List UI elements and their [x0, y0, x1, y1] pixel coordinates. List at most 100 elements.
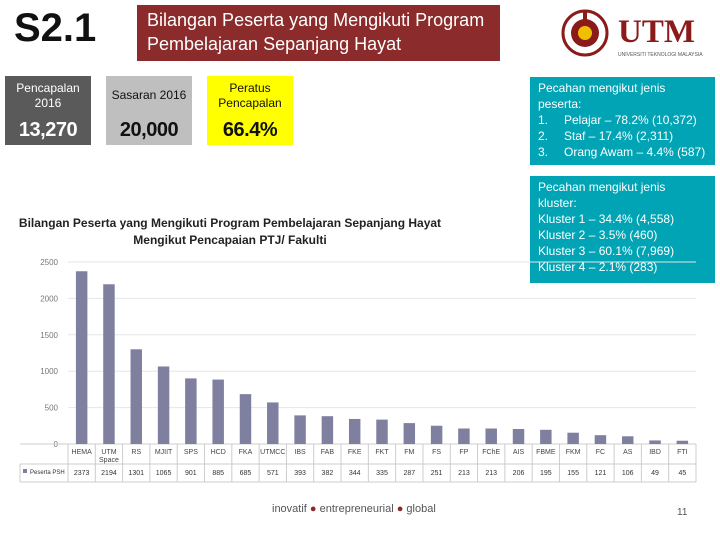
- chart-title-line1: Bilangan Peserta yang Mengikuti Program …: [18, 216, 442, 230]
- data-label: 382: [322, 470, 334, 477]
- data-label: 393: [294, 470, 306, 477]
- bar: [485, 428, 497, 444]
- bar: [239, 394, 252, 444]
- x-tick-label: UTM: [101, 449, 116, 456]
- x-tick-label: FKA: [239, 449, 253, 456]
- chart-title-line2: Mengikut Pencapaian PTJ/ Fakulti: [133, 233, 327, 247]
- logo-text: UTM: [618, 14, 695, 50]
- bar: [567, 432, 579, 444]
- bar: [403, 423, 416, 444]
- data-label: 106: [622, 470, 634, 477]
- kpi-table: Pencapalan 2016 Sasaran 2016 Peratus Pen…: [5, 76, 293, 145]
- data-label: 335: [376, 470, 388, 477]
- legend-swatch: [23, 469, 27, 473]
- achievement-value: 13,270: [5, 115, 91, 145]
- y-tick-label: 2000: [40, 294, 58, 303]
- bar: [540, 429, 552, 444]
- cluster-heading-2: kluster:: [538, 196, 577, 210]
- bullet-icon: ●: [396, 503, 404, 515]
- target-label: Sasaran 2016: [106, 76, 192, 115]
- list-item: Kluster 2 – 3.5% (460): [538, 228, 658, 242]
- bullet-icon: ●: [309, 503, 317, 515]
- data-label: 213: [458, 470, 470, 477]
- tagline-word: entrepreneurial: [319, 503, 394, 515]
- bar: [185, 378, 197, 444]
- data-label: 1301: [128, 470, 144, 477]
- data-label: 45: [678, 470, 686, 477]
- x-tick-label: FKE: [348, 449, 362, 456]
- x-tick-label: RS: [131, 449, 141, 456]
- crest-icon: [561, 9, 609, 57]
- bar: [212, 379, 224, 444]
- x-tick-label: FM: [404, 449, 414, 456]
- participant-breakdown-box: Pecahan mengikut jenis peserta: 1. Pelaja…: [530, 77, 715, 165]
- slide-title-line1: Bilangan Peserta yang Mengikuti Program: [147, 10, 485, 30]
- data-label: 206: [513, 470, 525, 477]
- data-label: 1065: [156, 470, 172, 477]
- x-tick-label: Space: [99, 457, 119, 464]
- data-label: 121: [595, 470, 607, 477]
- tagline-word: global: [406, 503, 436, 515]
- x-tick-label: FS: [432, 449, 441, 456]
- slide-number: S2.1: [14, 6, 97, 50]
- x-tick-label: AS: [623, 449, 633, 456]
- list-item: Kluster 3 – 60.1% (7,969): [538, 244, 675, 258]
- bar: [622, 436, 634, 444]
- data-label: 885: [212, 470, 224, 477]
- x-tick-label: FChE: [482, 449, 500, 456]
- y-tick-label: 1500: [40, 331, 58, 340]
- data-label: 901: [185, 470, 197, 477]
- data-label: 2373: [74, 470, 90, 477]
- x-tick-label: FBME: [536, 449, 556, 456]
- legend-label: Peserta PSH: [30, 470, 65, 476]
- bar-chart: 05001000150020002500Peserta PSHHEMA2373U…: [19, 258, 697, 483]
- target-value: 20,000: [106, 115, 192, 145]
- y-tick-label: 1000: [40, 367, 58, 376]
- tagline-word: inovatif: [272, 503, 307, 515]
- page-number: 11: [677, 507, 688, 518]
- list-item: Kluster 4 – 2.1% (283): [538, 260, 658, 274]
- cluster-heading-1: Pecahan mengikut jenis: [538, 180, 666, 194]
- data-label: 287: [403, 470, 415, 477]
- x-tick-label: FAB: [321, 449, 335, 456]
- bar: [430, 425, 443, 444]
- achievement-label: Pencapalan 2016: [5, 76, 91, 115]
- bar: [594, 435, 607, 444]
- data-label: 251: [431, 470, 443, 477]
- footer-tagline: inovatif ● entrepreneurial ● global: [272, 503, 436, 515]
- x-tick-label: AIS: [513, 449, 525, 456]
- data-label: 195: [540, 470, 552, 477]
- x-tick-label: FKM: [566, 449, 581, 456]
- data-label: 685: [240, 470, 252, 477]
- x-tick-label: FC: [596, 449, 605, 456]
- bar: [458, 428, 470, 444]
- percent-value: 66.4%: [207, 115, 293, 145]
- bar: [676, 440, 689, 444]
- bar: [376, 419, 388, 444]
- participant-heading-2: peserta:: [538, 97, 582, 111]
- x-tick-label: FP: [459, 449, 468, 456]
- bar: [321, 416, 334, 444]
- data-label: 571: [267, 470, 279, 477]
- data-label: 155: [567, 470, 579, 477]
- x-tick-label: MJIIT: [155, 449, 173, 456]
- bar: [157, 366, 170, 444]
- y-tick-label: 2500: [40, 258, 58, 267]
- bar: [267, 402, 279, 444]
- bar: [512, 429, 525, 444]
- data-label: 344: [349, 470, 361, 477]
- bar: [649, 440, 661, 444]
- x-tick-label: HEMA: [72, 449, 93, 456]
- x-tick-label: FKT: [375, 449, 389, 456]
- bar: [348, 418, 361, 444]
- bar: [103, 284, 115, 444]
- slide-title: Bilangan Peserta yang Mengikuti Program …: [137, 5, 500, 61]
- chart-title: Bilangan Peserta yang Mengikuti Program …: [10, 215, 450, 249]
- list-item: 2. Staf – 17.4% (2,311): [538, 129, 674, 143]
- list-item: 3. Orang Awam – 4.4% (587): [538, 145, 706, 159]
- list-item: 1. Pelajar – 78.2% (10,372): [538, 113, 697, 127]
- utm-logo: UTM UNIVERSITI TEKNOLOGI MALAYSIA: [560, 8, 710, 60]
- cluster-breakdown-box: Pecahan mengikut jenis kluster: Kluster …: [530, 176, 715, 283]
- x-tick-label: IBD: [649, 449, 661, 456]
- data-label: 213: [485, 470, 497, 477]
